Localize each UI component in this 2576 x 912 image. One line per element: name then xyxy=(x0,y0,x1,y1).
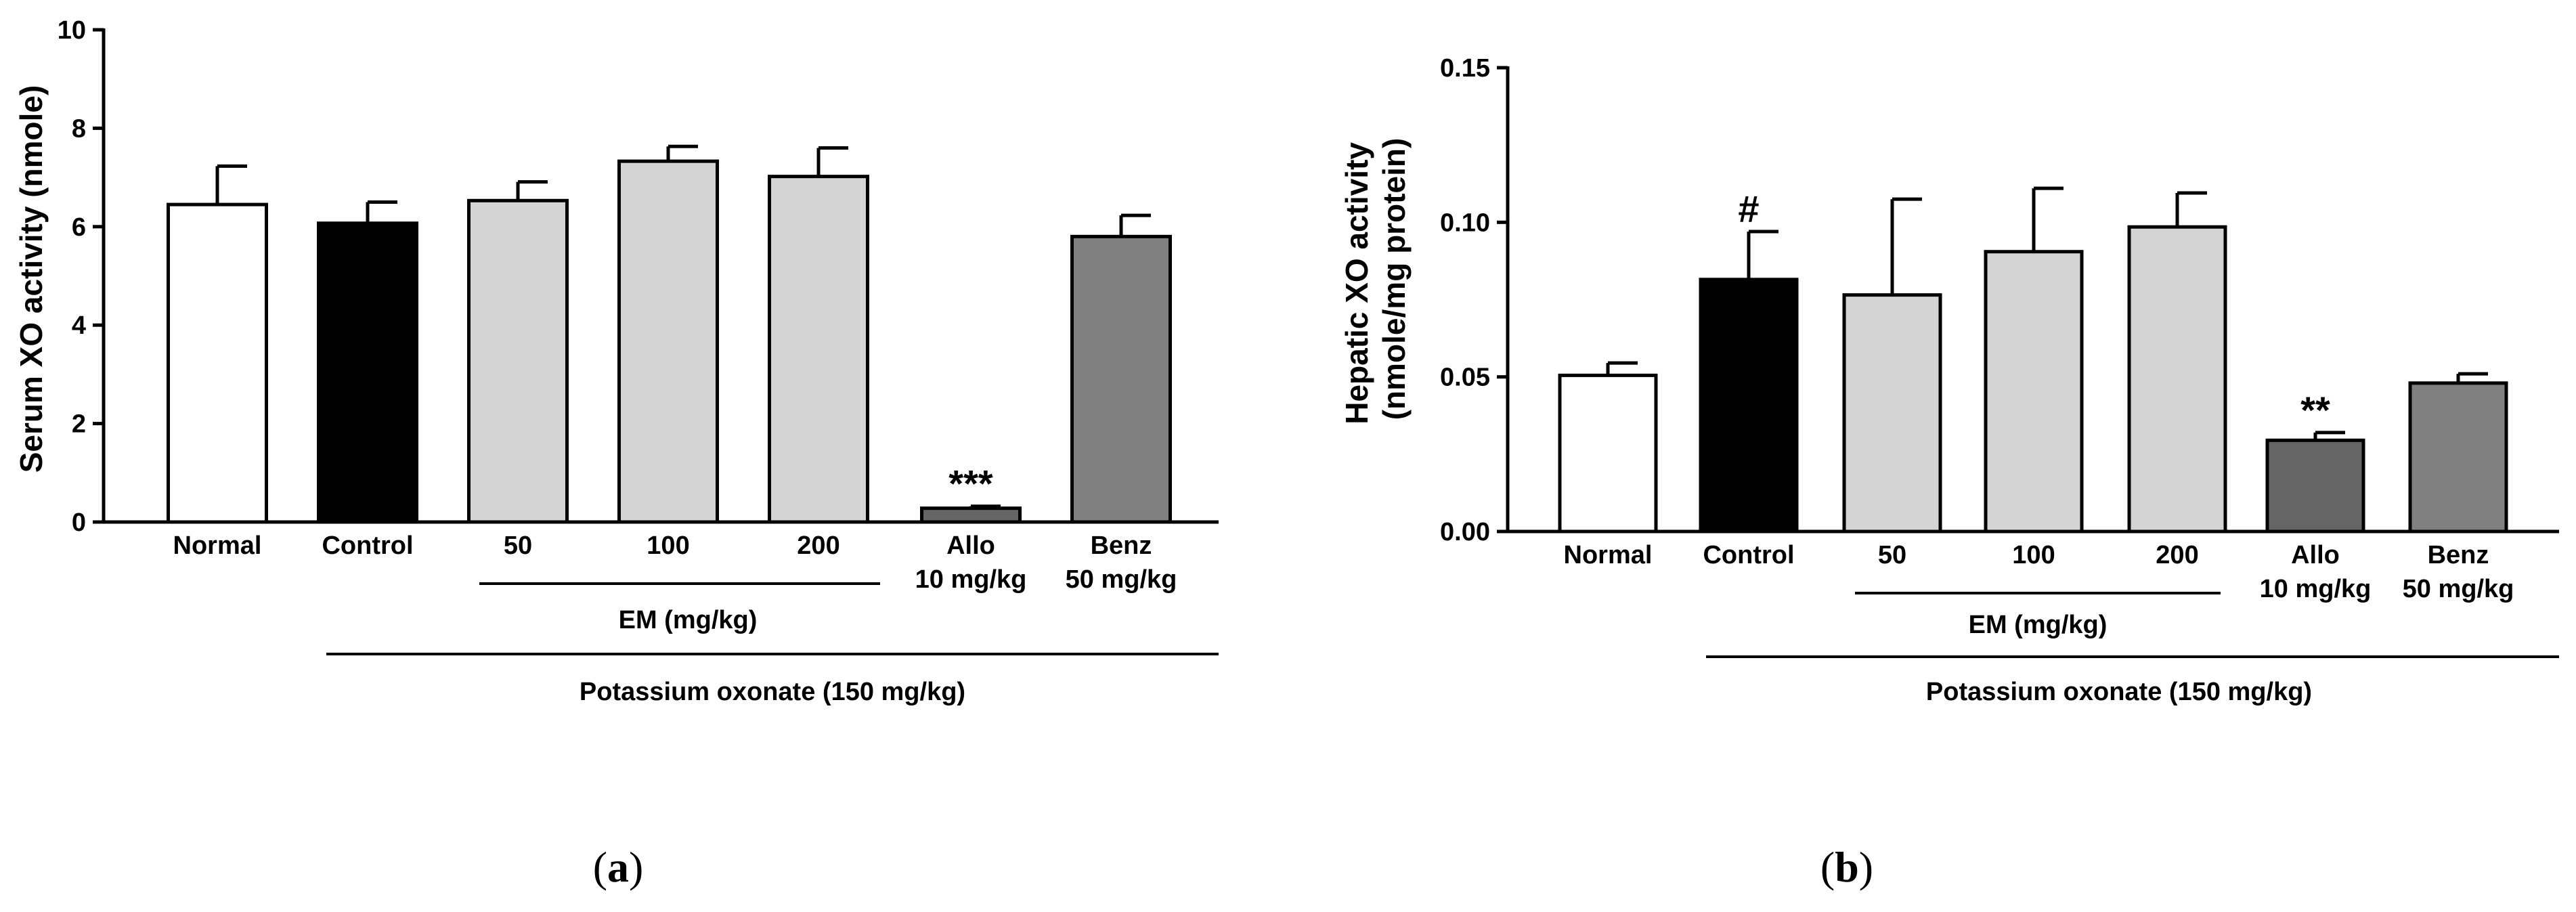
panel-b-y-tick-label: 0.05 xyxy=(1440,364,1490,392)
panel-a-chart: *** 0 2 4 6 8 10 Normal Control 50 100 200 Allo 10 m… xyxy=(14,16,1219,891)
panel-b-y-tick-label: 0.15 xyxy=(1440,54,1490,83)
panel-b-category-label: Allo xyxy=(2291,541,2340,569)
panel-a-category-label: Control xyxy=(322,531,413,560)
panel-b-y-axis-title: Hepatic XO activity (nmole/mg protein) xyxy=(1339,133,1412,425)
panel-b-bar xyxy=(1699,278,1799,534)
panel-a-category-sublabel: 10 mg/kg xyxy=(915,565,1027,594)
panel-b-bar xyxy=(2265,438,2365,534)
panel-b-label: (b) xyxy=(1820,843,1873,891)
panel-a-bar xyxy=(167,202,268,524)
panel-b-significance-marker: # xyxy=(1738,188,1759,230)
panel-a-y-tick-label: 6 xyxy=(72,213,86,242)
panel-a-significance-marker: *** xyxy=(948,462,993,505)
panel-b-axes: 0.00 0.05 0.10 0.15 Normal Control 50 100 200 All… xyxy=(1440,54,2559,658)
panel-b-category-sublabel: 10 mg/kg xyxy=(2260,575,2372,603)
panel-b-y-axis-title-line1: Hepatic XO activity xyxy=(1339,142,1374,425)
panel-a-bar xyxy=(1070,234,1172,524)
panel-a-category-label: Allo xyxy=(946,531,995,560)
panel-a-y-tick-label: 4 xyxy=(72,311,86,340)
panel-a-letter: a xyxy=(607,843,629,891)
panel-b-treatment-label: Potassium oxonate (150 mg/kg) xyxy=(1926,678,2312,706)
panel-a-y-axis-title: Serum XO activity (nmole) xyxy=(14,85,49,473)
panel-a-y-tick-label: 2 xyxy=(72,410,86,439)
panel-b-category-sublabel: 50 mg/kg xyxy=(2403,575,2514,603)
panel-b-significance-marker: ** xyxy=(2300,389,2330,431)
panel-b-category-label: Normal xyxy=(1564,541,1653,569)
panel-a-bar xyxy=(617,159,719,524)
panel-b-bar xyxy=(1984,250,2084,534)
panel-a-y-tick-label: 0 xyxy=(72,508,86,537)
panel-a-label: (a) xyxy=(593,843,644,891)
panel-a-category-label: 200 xyxy=(797,531,839,560)
panel-b-y-axis-title-line2: (nmole/mg protein) xyxy=(1376,138,1412,420)
panel-a-y-tick-label: 10 xyxy=(58,16,86,45)
panel-a-axes: 0 2 4 6 8 10 Normal Control 50 100 200 Allo 10 mg/kg… xyxy=(58,16,1219,655)
panel-b-bar xyxy=(1842,293,1942,534)
panel-a-category-sublabel: 50 mg/kg xyxy=(1066,565,1177,594)
panel-a-bar xyxy=(768,175,869,524)
panel-b-y-tick-label: 0.00 xyxy=(1440,518,1490,546)
panel-b-y-tick-label: 0.10 xyxy=(1440,209,1490,237)
panel-b-category-label: 100 xyxy=(2012,541,2055,569)
panel-a-y-tick-label: 8 xyxy=(72,114,86,143)
panel-b-bars: # ** xyxy=(1558,186,2508,534)
panel-a-em-group-label: EM (mg/kg) xyxy=(619,606,758,634)
panel-b-category-label: 50 xyxy=(1878,541,1906,569)
panel-a-bars: *** xyxy=(167,144,1172,524)
panel-a-category-label: 100 xyxy=(647,531,689,560)
panel-b-chart: # ** 0.00 0.05 0.10 0.15 Normal Control 50 100 20… xyxy=(1339,54,2559,891)
panel-a-treatment-label: Potassium oxonate (150 mg/kg) xyxy=(580,678,965,706)
panel-a-category-label: 50 xyxy=(504,531,532,560)
panel-b-category-label: Benz xyxy=(2428,541,2489,569)
panel-a-bar xyxy=(317,221,418,524)
panel-a-category-label: Benz xyxy=(1091,531,1152,560)
panel-b-category-label: Control xyxy=(1703,541,1794,569)
panel-b-em-group-label: EM (mg/kg) xyxy=(1969,611,2108,639)
panel-a-bar xyxy=(467,198,569,524)
panel-b-bar xyxy=(2408,381,2508,534)
panel-b-letter: b xyxy=(1835,843,1859,891)
panel-b-category-label: 200 xyxy=(2156,541,2198,569)
panel-a-category-label: Normal xyxy=(173,531,262,560)
panel-b-bar xyxy=(2127,225,2227,534)
panel-b-bar xyxy=(1558,373,1658,534)
panel-a-bar xyxy=(920,506,1022,524)
